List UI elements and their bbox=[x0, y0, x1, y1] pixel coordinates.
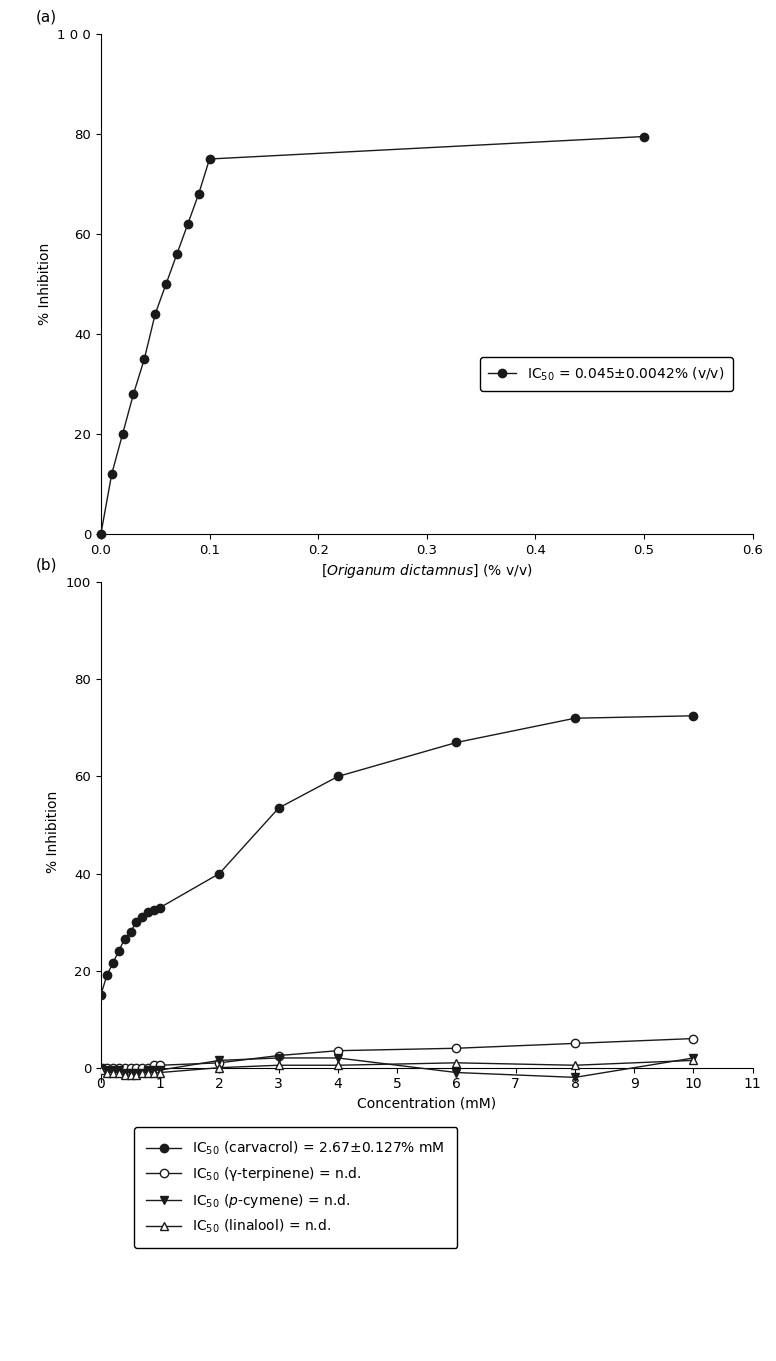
Legend: IC$_{50}$ = 0.045±0.0042% (v/v): IC$_{50}$ = 0.045±0.0042% (v/v) bbox=[480, 357, 733, 391]
X-axis label: [$\it{Origanum\ dictamnus}$] (% v/v): [$\it{Origanum\ dictamnus}$] (% v/v) bbox=[321, 562, 532, 580]
X-axis label: Concentration (mM): Concentration (mM) bbox=[357, 1097, 497, 1111]
Y-axis label: % Inhibition: % Inhibition bbox=[38, 242, 52, 325]
Text: (b): (b) bbox=[36, 557, 57, 573]
Text: (a): (a) bbox=[36, 10, 57, 24]
Legend: IC$_{50}$ (carvacrol) = 2.67±0.127% mM, IC$_{50}$ (γ-terpinene) = n.d., IC$_{50}: IC$_{50}$ (carvacrol) = 2.67±0.127% mM, … bbox=[134, 1127, 457, 1248]
Y-axis label: % Inhibition: % Inhibition bbox=[47, 791, 61, 874]
